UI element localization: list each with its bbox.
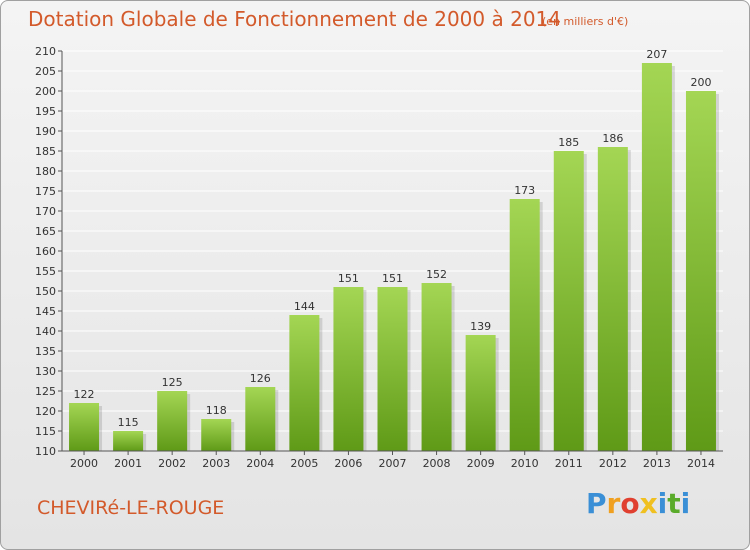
y-tick-label: 195 bbox=[35, 105, 56, 118]
bar-value-label: 144 bbox=[294, 300, 315, 313]
y-tick-label: 180 bbox=[35, 165, 56, 178]
logo-letter: r bbox=[606, 487, 621, 520]
y-tick-label: 200 bbox=[35, 85, 56, 98]
bar bbox=[333, 287, 364, 451]
chart-title: Dotation Globale de Fonctionnement de 20… bbox=[28, 7, 561, 31]
x-tick-label: 2012 bbox=[599, 457, 627, 470]
y-tick-label: 145 bbox=[35, 305, 56, 318]
bar-value-label: 126 bbox=[250, 372, 271, 385]
x-axis: 2000 2001 2002 2003 2004 2005 2006 2007 2008 2009… bbox=[62, 450, 723, 470]
bar bbox=[289, 315, 320, 451]
logo-letter: P bbox=[586, 487, 607, 520]
x-tick-label: 2000 bbox=[70, 457, 98, 470]
bar-value-label: 139 bbox=[470, 320, 491, 333]
x-tick-label: 2007 bbox=[379, 457, 407, 470]
y-tick-label: 165 bbox=[35, 225, 56, 238]
bar-value-label: 185 bbox=[558, 136, 579, 149]
y-tick-label: 185 bbox=[35, 145, 56, 158]
bar bbox=[553, 151, 584, 451]
bar-value-label: 151 bbox=[382, 272, 403, 285]
logo-letter: o bbox=[620, 487, 640, 520]
x-tick-label: 2014 bbox=[687, 457, 715, 470]
bar bbox=[509, 199, 540, 451]
bar bbox=[421, 283, 452, 451]
logo-letter: t bbox=[667, 487, 681, 520]
bar bbox=[465, 335, 496, 451]
y-tick-label: 140 bbox=[35, 325, 56, 338]
x-tick-label: 2013 bbox=[643, 457, 671, 470]
bar-value-label: 122 bbox=[74, 388, 95, 401]
proxiti-logo: Proxiti bbox=[586, 487, 690, 520]
bars: 122 115 125 118 126 144 151 151 152 139 173 185 186 2… bbox=[69, 48, 719, 451]
y-tick-label: 190 bbox=[35, 125, 56, 138]
y-tick-label: 155 bbox=[35, 265, 56, 278]
y-tick-label: 115 bbox=[35, 425, 56, 438]
y-tick-label: 150 bbox=[35, 285, 56, 298]
x-tick-label: 2008 bbox=[423, 457, 451, 470]
bar-value-label: 118 bbox=[206, 404, 227, 417]
commune-name: CHEVIRé-LE-ROUGE bbox=[37, 497, 225, 519]
bar bbox=[597, 147, 628, 451]
bar bbox=[377, 287, 408, 451]
bar bbox=[69, 403, 100, 451]
bar-value-label: 125 bbox=[162, 376, 183, 389]
bar-value-label: 200 bbox=[690, 76, 711, 89]
x-tick-label: 2004 bbox=[246, 457, 274, 470]
y-axis: 110 115 120 125 130 135 140 145 150 155 160 165 170 1… bbox=[35, 45, 63, 458]
y-tick-label: 205 bbox=[35, 65, 56, 78]
bar-value-label: 115 bbox=[118, 416, 139, 429]
x-tick-label: 2001 bbox=[114, 457, 142, 470]
x-tick-label: 2010 bbox=[511, 457, 539, 470]
bar bbox=[685, 91, 716, 451]
logo-letter: i bbox=[680, 487, 691, 520]
y-tick-label: 125 bbox=[35, 385, 56, 398]
bar bbox=[641, 63, 672, 451]
bar bbox=[157, 391, 188, 451]
x-tick-label: 2011 bbox=[555, 457, 583, 470]
y-tick-label: 160 bbox=[35, 245, 56, 258]
y-tick-label: 175 bbox=[35, 185, 56, 198]
y-tick-label: 130 bbox=[35, 365, 56, 378]
logo-letter: i bbox=[657, 487, 668, 520]
x-tick-label: 2009 bbox=[467, 457, 495, 470]
y-tick-label: 110 bbox=[35, 445, 56, 458]
y-tick-label: 170 bbox=[35, 205, 56, 218]
bar-value-label: 173 bbox=[514, 184, 535, 197]
x-tick-label: 2006 bbox=[334, 457, 362, 470]
y-tick-label: 135 bbox=[35, 345, 56, 358]
bar bbox=[245, 387, 276, 451]
bar-value-label: 152 bbox=[426, 268, 447, 281]
x-tick-label: 2003 bbox=[202, 457, 230, 470]
bar bbox=[113, 431, 144, 451]
logo-letter: x bbox=[639, 487, 658, 520]
bar-value-label: 186 bbox=[602, 132, 623, 145]
x-tick-label: 2005 bbox=[290, 457, 318, 470]
x-tick-label: 2002 bbox=[158, 457, 186, 470]
bar bbox=[201, 419, 232, 451]
y-tick-label: 210 bbox=[35, 45, 56, 58]
unit-note: (en milliers d'€) bbox=[542, 15, 629, 28]
bar-value-label: 151 bbox=[338, 272, 359, 285]
bar-value-label: 207 bbox=[646, 48, 667, 61]
y-tick-label: 120 bbox=[35, 405, 56, 418]
